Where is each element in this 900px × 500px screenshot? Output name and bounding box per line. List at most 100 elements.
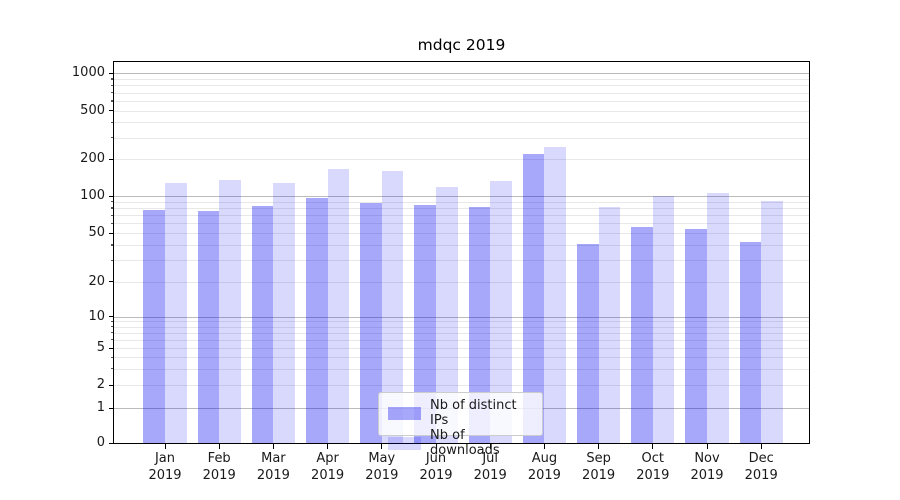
y-axis-tick-mark: [108, 281, 113, 283]
x-axis-tick-mark: [760, 444, 762, 449]
y-axis-minor-tick-mark: [110, 92, 113, 94]
y-axis-tick-mark: [108, 195, 113, 197]
legend-swatch-downloads: [388, 436, 421, 450]
x-axis-tick-mark: [272, 444, 275, 449]
legend-label-downloads: Nb of downloads: [430, 428, 500, 458]
gridline-minor: [114, 357, 809, 358]
x-axis-tick-label: Jul 2019: [473, 451, 507, 483]
bar-downloads: [544, 147, 567, 443]
gridline-minor: [114, 326, 809, 328]
bar-downloads: [165, 182, 187, 443]
gridline-major: [114, 73, 809, 75]
gridline-minor: [114, 321, 809, 323]
y-axis-minor-tick-mark: [110, 84, 113, 87]
bar-downloads: [652, 196, 675, 443]
y-axis-tick-label: 0: [96, 435, 105, 451]
y-axis-tick-label: 50: [88, 225, 105, 240]
bar-distinct-ips: [631, 226, 653, 443]
bar-downloads: [381, 170, 404, 443]
x-axis-tick-mark: [218, 444, 220, 449]
y-axis-minor-tick-mark: [110, 207, 113, 209]
gridline-minor: [114, 137, 809, 139]
gridline-minor: [114, 110, 809, 112]
legend-label-distinct-ips: Nb of distinct IPs: [430, 398, 517, 428]
x-axis-tick-label: Apr 2019: [311, 451, 345, 483]
bar-downloads: [490, 180, 512, 443]
bar-downloads: [761, 201, 783, 443]
y-axis-minor-tick-mark: [110, 368, 113, 370]
gridline-minor: [114, 385, 809, 386]
x-axis-tick-mark: [598, 444, 600, 449]
y-axis-minor-tick-mark: [110, 137, 113, 139]
bar-distinct-ips: [197, 211, 220, 443]
y-axis-minor-tick-mark: [110, 259, 113, 261]
bar-downloads: [273, 182, 296, 443]
bar-distinct-ips: [251, 205, 274, 443]
y-axis-tick-label: 1000: [71, 65, 105, 81]
y-axis-tick-label: 100: [80, 188, 105, 203]
bar-distinct-ips: [685, 228, 707, 443]
y-axis-minor-tick-mark: [110, 356, 113, 358]
gridline-minor: [114, 223, 809, 225]
gridline-major: [114, 316, 809, 318]
gridline-minor: [114, 92, 809, 94]
y-axis-tick-label: 200: [80, 151, 105, 166]
x-axis-tick-label: Nov 2019: [690, 451, 724, 483]
y-axis-tick-label: 10: [88, 308, 105, 324]
y-axis-minor-tick-mark: [110, 320, 113, 323]
y-axis-tick-label: 500: [80, 102, 105, 118]
x-axis-tick-label: Feb 2019: [202, 451, 236, 483]
y-axis-tick-mark: [108, 72, 113, 74]
gridline-minor: [114, 281, 809, 283]
gridline-minor: [114, 78, 809, 80]
gridline-minor: [114, 85, 809, 87]
gridline-minor: [114, 244, 809, 246]
gridline-minor: [114, 368, 809, 370]
bar-downloads: [219, 179, 241, 443]
y-axis-tick-label: 5: [96, 340, 105, 355]
gridline-minor: [114, 201, 809, 203]
y-axis-tick-mark: [108, 407, 113, 409]
y-axis-minor-tick-mark: [110, 100, 113, 102]
x-axis-tick-mark: [543, 444, 546, 449]
gridline-major: [114, 196, 809, 197]
x-axis-tick-mark: [164, 444, 166, 449]
bar-downloads: [707, 193, 729, 443]
y-axis-minor-tick-mark: [110, 326, 113, 328]
bar-distinct-ips: [143, 209, 165, 443]
gridline-minor: [114, 207, 809, 209]
bar-downloads: [327, 168, 350, 443]
gridline-minor: [114, 339, 809, 341]
gridline-minor: [114, 122, 809, 124]
x-axis-tick-mark: [435, 444, 437, 449]
chart-legend: Nb of distinct IPs Nb of downloads: [378, 392, 543, 458]
gridline-minor: [114, 260, 809, 262]
gridline-minor: [114, 159, 809, 160]
legend-item-downloads: Nb of downloads: [388, 428, 533, 458]
y-axis-minor-tick-mark: [110, 78, 113, 80]
y-axis-tick-mark: [108, 347, 113, 349]
y-axis-minor-tick-mark: [110, 201, 113, 203]
legend-swatch-distinct-ips: [388, 406, 421, 420]
x-axis-tick-label: May 2019: [365, 451, 399, 483]
x-axis-tick-label: Jan 2019: [148, 451, 182, 483]
y-axis-tick-mark: [108, 384, 113, 386]
y-axis-tick-mark: [108, 158, 113, 160]
x-axis-tick-mark: [652, 444, 654, 449]
bar-distinct-ips: [305, 198, 328, 443]
bar-distinct-ips: [468, 207, 491, 443]
y-axis-minor-tick-mark: [110, 339, 113, 341]
x-axis-tick-label: Sep 2019: [582, 451, 616, 483]
y-axis-tick-mark: [108, 232, 113, 234]
bar-downloads: [436, 186, 458, 443]
y-axis-minor-tick-mark: [110, 121, 113, 124]
gridline-minor: [114, 332, 809, 334]
bar-distinct-ips: [576, 243, 599, 443]
bar-distinct-ips: [414, 205, 436, 443]
x-axis-tick-mark: [327, 444, 329, 449]
x-axis-tick-mark: [489, 444, 491, 449]
y-axis-minor-tick-mark: [110, 222, 113, 224]
y-axis-minor-tick-mark: [110, 332, 113, 334]
x-axis-tick-label: Dec 2019: [744, 451, 778, 483]
